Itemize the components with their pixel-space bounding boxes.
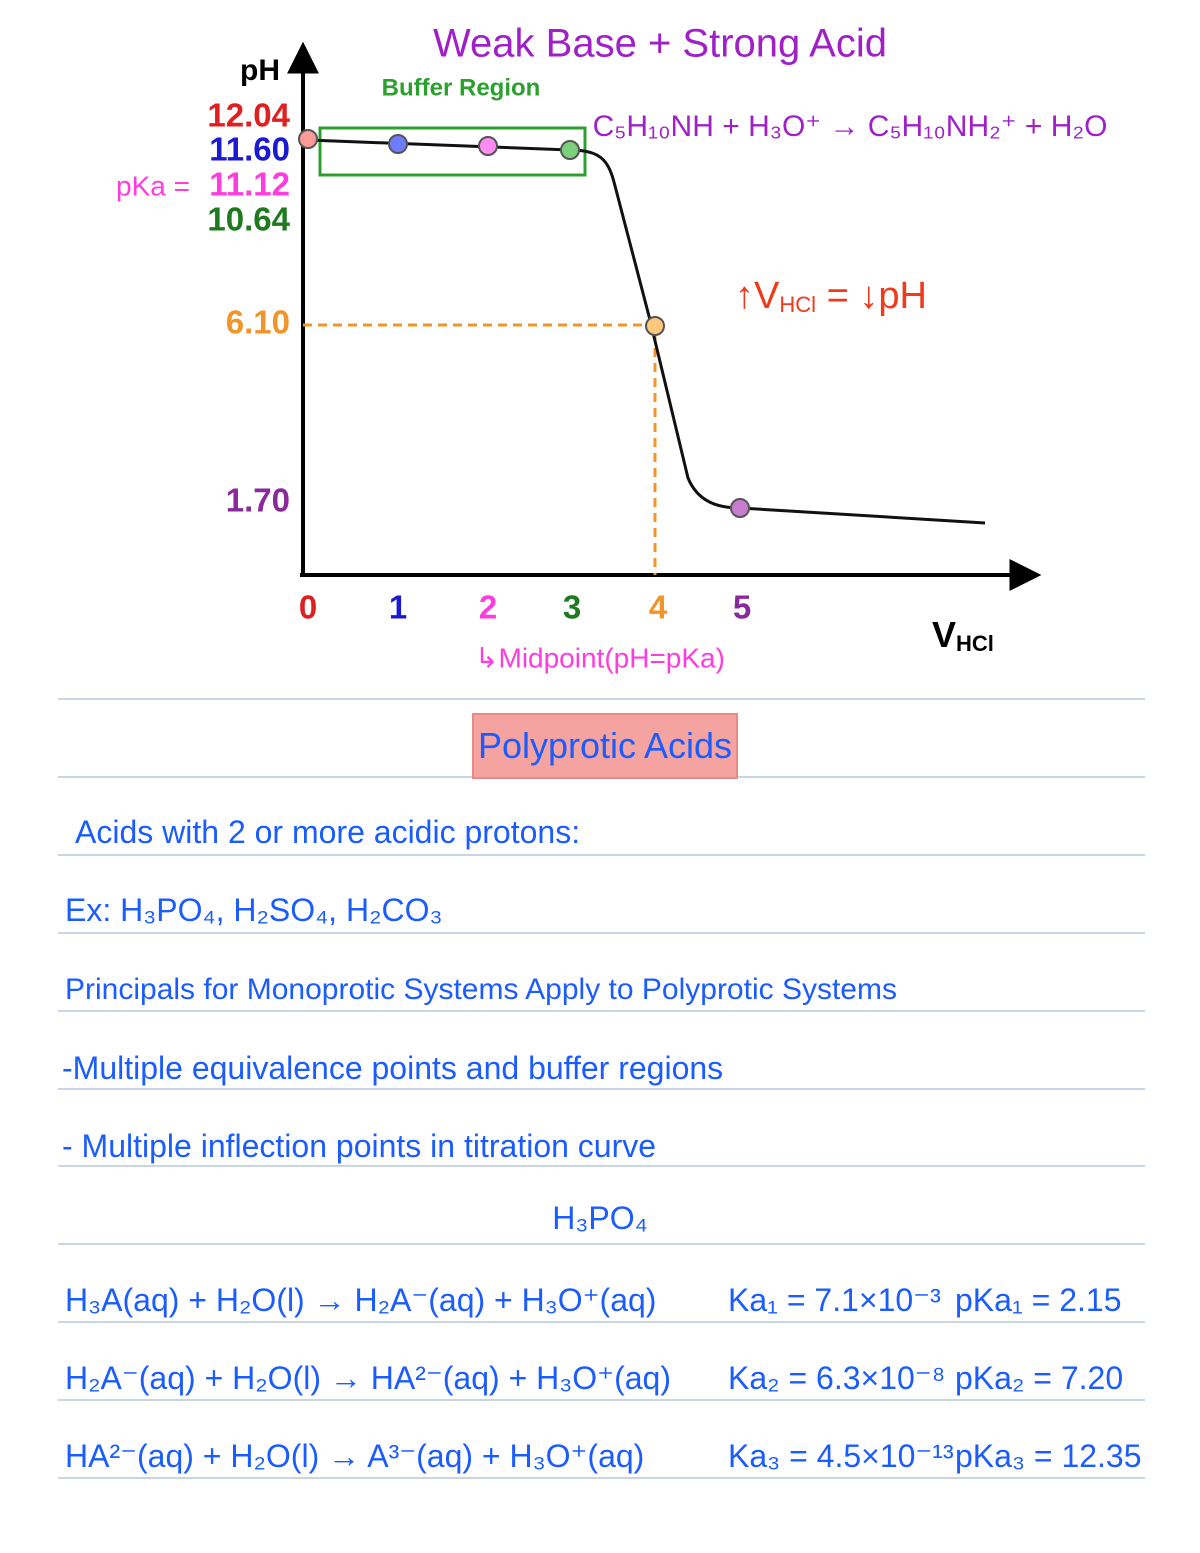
x-tick-label: 5: [733, 589, 751, 626]
point: [388, 134, 408, 154]
point: [560, 140, 580, 160]
formula: H₃PO₄: [552, 1200, 648, 1236]
pka: pKa₃ = 12.35: [955, 1438, 1142, 1474]
ka: Ka₂ = 6.3×10⁻⁸: [728, 1360, 946, 1396]
y-tick-label: 6.10: [226, 304, 290, 341]
y-tick-label: 10.64: [207, 201, 290, 238]
pka-label: pKa =: [116, 170, 190, 201]
equation: H₃A(aq) + H₂O(l) → H₂A⁻(aq) + H₃O⁺(aq): [65, 1282, 657, 1318]
note-line: - Multiple inflection points in titratio…: [62, 1128, 657, 1164]
x-axis-label: VHCl: [932, 614, 994, 656]
y-tick-label: 1.70: [226, 482, 290, 519]
reaction: C₅H₁₀NH + H₃O⁺ → C₅H₁₀NH₂⁺ + H₂O: [593, 110, 1108, 143]
slope-note: ↑VHCl = ↓pH: [735, 275, 927, 317]
equation: H₂A⁻(aq) + H₂O(l) → HA²⁻(aq) + H₃O⁺(aq): [65, 1360, 671, 1396]
x-tick-label: 2: [479, 589, 497, 626]
midpoint-guide: [303, 323, 657, 575]
note-line: Ex: H₃PO₄, H₂SO₄, H₂CO₃: [65, 892, 443, 928]
y-tick-labels: 12.04 11.60 11.12 10.64 6.10 1.70: [207, 97, 290, 519]
point: [645, 316, 665, 336]
y-tick-label: 11.12: [209, 166, 290, 203]
midpoint-note: ↳Midpoint(pH=pKa): [475, 642, 725, 673]
pka: pKa₁ = 2.15: [955, 1282, 1122, 1318]
ka: Ka₃ = 4.5×10⁻¹³: [728, 1438, 954, 1474]
points: [298, 129, 750, 518]
buffer-box: [318, 126, 587, 177]
y-tick-label: 11.60: [209, 131, 290, 168]
slope-note-post: = ↓pH: [816, 275, 927, 317]
point: [478, 136, 498, 156]
note-line: -Multiple equivalence points and buffer …: [62, 1050, 724, 1086]
point: [730, 498, 750, 518]
ruled-lines: [58, 698, 1145, 1479]
x-tick-label: 1: [389, 589, 407, 626]
pka: pKa₂ = 7.20: [955, 1360, 1124, 1396]
titration-curve: [307, 138, 986, 525]
x-tick-label: 4: [649, 589, 668, 626]
chart-title: Weak Base + Strong Acid: [433, 22, 887, 66]
x-tick-labels: 0 1 2 3 4 5: [299, 589, 751, 626]
buffer-label: Buffer Region: [382, 74, 541, 101]
slope-note-sub: HCl: [779, 292, 816, 317]
y-axis-label: pH: [240, 54, 280, 87]
note-line: Principals for Monoprotic Systems Apply …: [65, 973, 897, 1006]
y-tick-label: 12.04: [207, 97, 290, 134]
equation: HA²⁻(aq) + H₂O(l) → A³⁻(aq) + H₃O⁺(aq): [65, 1438, 645, 1474]
section-heading: Polyprotic Acids: [472, 713, 738, 779]
x-axis-label-main: V: [932, 614, 956, 655]
slope-note-pre: ↑V: [735, 275, 780, 317]
x-axis-label-sub: HCl: [956, 631, 994, 656]
point: [298, 129, 318, 149]
ka: Ka₁ = 7.1×10⁻³: [728, 1282, 941, 1318]
x-tick-label: 3: [563, 589, 581, 626]
x-tick-label: 0: [299, 589, 317, 626]
note-line: Acids with 2 or more acidic protons:: [75, 814, 581, 850]
